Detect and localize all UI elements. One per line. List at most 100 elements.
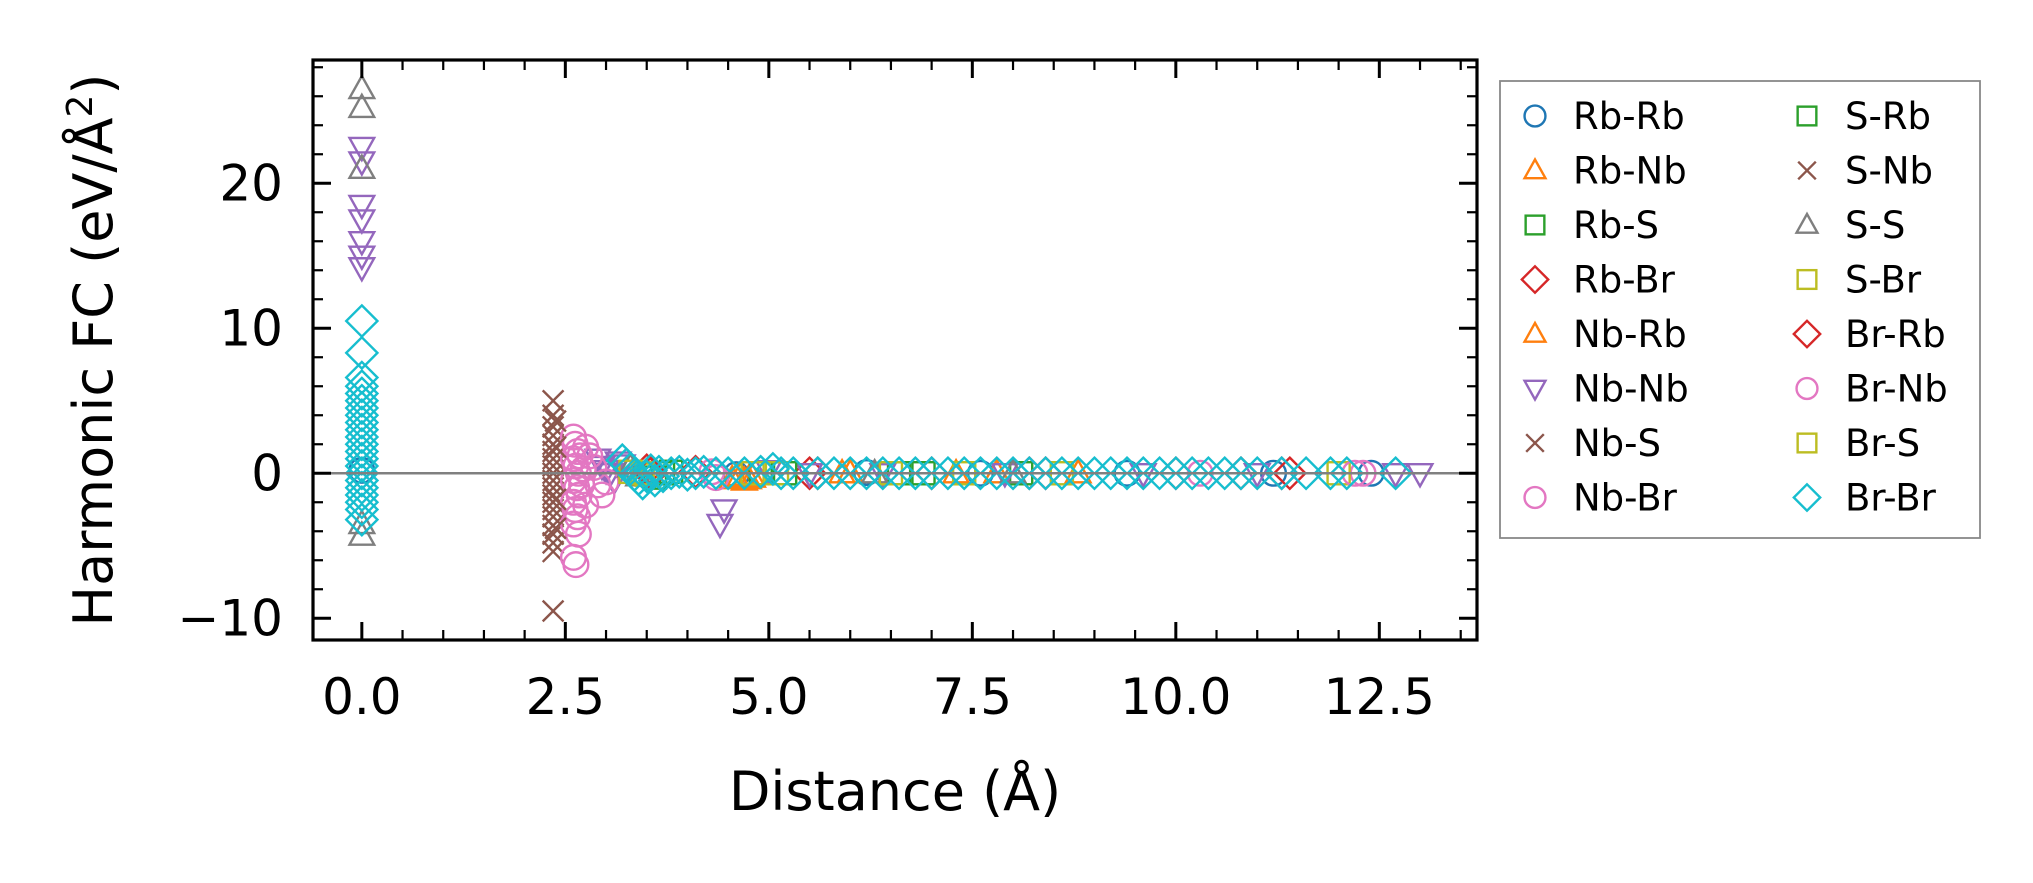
legend-marker-nb-nb — [1522, 379, 1548, 402]
legend-label: S-S — [1845, 204, 1905, 247]
legend-item-nb-s: Nb-S — [1525, 422, 1661, 465]
point-br-br-53 — [930, 455, 966, 491]
x-tick-labels: 0.0 2.5 5.0 7.5 10.0 12.5 — [322, 668, 1435, 726]
y-axis-label-superscript: 2 — [60, 95, 101, 118]
point-br-br-65 — [1125, 455, 1161, 491]
point-br-br-58 — [1012, 455, 1047, 491]
point-s-nb-0 — [544, 409, 567, 433]
point-br-br-70 — [1207, 455, 1242, 491]
point-br-br-42 — [755, 451, 791, 487]
point-br-br-68 — [1174, 455, 1210, 491]
point-s-s-1 — [347, 92, 377, 119]
legend-marker-br-br — [1792, 482, 1822, 513]
series-s-nb — [544, 409, 567, 540]
point-br-br-49 — [865, 455, 901, 491]
legend-item-s-rb: S-Rb — [1796, 95, 1931, 138]
legend-label: Nb-Rb — [1573, 313, 1687, 356]
point-s-s-0 — [347, 73, 377, 100]
legend-marker-br-s — [1796, 432, 1818, 454]
point-s-s-3 — [347, 508, 377, 535]
point-nb-br-17 — [576, 442, 604, 470]
point-s-s-2 — [347, 153, 377, 180]
point-nb-nb-6 — [347, 257, 377, 283]
point-br-br-19 — [344, 484, 380, 520]
point-nb-nb-21 — [1242, 462, 1272, 489]
point-nb-rb-2 — [835, 457, 865, 484]
legend-marker-nb-rb — [1522, 320, 1548, 343]
point-s-nb-1 — [544, 435, 567, 459]
legend-label: Rb-S — [1573, 204, 1659, 247]
legend-marker-s-br — [1796, 268, 1818, 291]
point-br-br-7 — [344, 397, 380, 433]
point-br-br-59 — [1028, 455, 1063, 491]
x-tick-label: 5.0 — [729, 668, 809, 726]
point-nb-s-1 — [541, 404, 565, 427]
point-br-br-34 — [661, 454, 697, 490]
legend-item-s-br: S-Br — [1796, 259, 1922, 302]
legend-marker-s-rb — [1796, 105, 1818, 127]
y-axis-label-close: ) — [62, 74, 125, 95]
point-nb-nb-15 — [709, 499, 739, 525]
legend-label: Rb-Br — [1573, 259, 1676, 302]
point-br-br-63 — [1093, 455, 1129, 491]
point-br-rb-4 — [1272, 455, 1308, 491]
y-tick-label: 0 — [251, 444, 283, 502]
legend-marker-rb-s — [1524, 214, 1546, 236]
legend-item-nb-nb: Nb-Nb — [1522, 368, 1689, 411]
point-br-br-39 — [710, 455, 746, 491]
point-br-br-12 — [344, 434, 380, 469]
legend-item-br-br: Br-Br — [1792, 477, 1937, 520]
x-tick-label: 10.0 — [1120, 668, 1231, 726]
legend-marker-nb-br — [1523, 485, 1547, 510]
point-br-br-37 — [686, 454, 722, 490]
legend-label: S-Br — [1845, 259, 1922, 302]
legend-marker-br-rb — [1792, 319, 1822, 349]
point-br-br-15 — [344, 455, 380, 491]
point-br-br-67 — [1158, 455, 1194, 491]
point-br-br-30 — [637, 463, 673, 498]
legend-item-br-nb: Br-Nb — [1795, 368, 1948, 411]
series-br-br — [344, 303, 1413, 537]
x-tick-label: 2.5 — [526, 668, 606, 726]
y-axis-label-main: Harmonic FC (eV/Å — [61, 117, 125, 626]
legend-label: Br-Rb — [1845, 313, 1946, 356]
legend-marker-rb-nb — [1522, 157, 1548, 180]
point-br-br-5 — [344, 383, 380, 419]
point-br-br-62 — [1077, 455, 1112, 491]
point-br-br-11 — [344, 426, 380, 462]
point-br-br-73 — [1264, 455, 1299, 491]
point-br-br-33 — [653, 455, 689, 491]
point-br-br-43 — [763, 455, 799, 491]
legend-label: Rb-Nb — [1573, 150, 1687, 193]
point-br-nb-2 — [569, 455, 597, 483]
point-br-br-56 — [979, 455, 1015, 491]
point-nb-nb-22 — [1381, 462, 1410, 489]
point-br-br-0 — [344, 303, 380, 339]
legend: Rb-Rb Rb-Nb Rb-S Rb-Br Nb-Rb Nb-Nb Nb-S Nb-Br S-… — [1499, 80, 1981, 539]
point-br-br-10 — [344, 419, 380, 455]
point-br-br-54 — [946, 455, 982, 491]
legend-item-rb-br: Rb-Br — [1520, 259, 1676, 302]
point-nb-nb-4 — [347, 230, 377, 257]
legend-item-br-rb: Br-Rb — [1792, 313, 1946, 356]
point-br-nb-3 — [572, 491, 600, 519]
point-nb-nb-2 — [347, 194, 377, 221]
point-br-br-20 — [344, 492, 380, 527]
legend-marker-s-s — [1794, 211, 1820, 234]
legend-label: Nb-Br — [1573, 477, 1678, 520]
legend-label: Br-Nb — [1845, 368, 1948, 411]
axis-ticks — [313, 60, 1477, 640]
point-br-br-46 — [816, 455, 852, 491]
point-br-br-40 — [727, 455, 762, 491]
point-br-br-21 — [344, 502, 380, 537]
y-tick-label: −10 — [177, 589, 283, 647]
point-br-br-45 — [800, 455, 835, 491]
point-br-br-74 — [1288, 455, 1324, 491]
point-br-br-69 — [1191, 455, 1226, 491]
point-nb-nb-14 — [705, 513, 735, 540]
x-axis-label: Distance (Å) — [729, 759, 1061, 823]
legend-item-br-s: Br-S — [1796, 422, 1920, 465]
point-br-br-48 — [849, 455, 884, 491]
point-br-br-14 — [344, 448, 380, 484]
point-br-br-71 — [1223, 455, 1259, 491]
